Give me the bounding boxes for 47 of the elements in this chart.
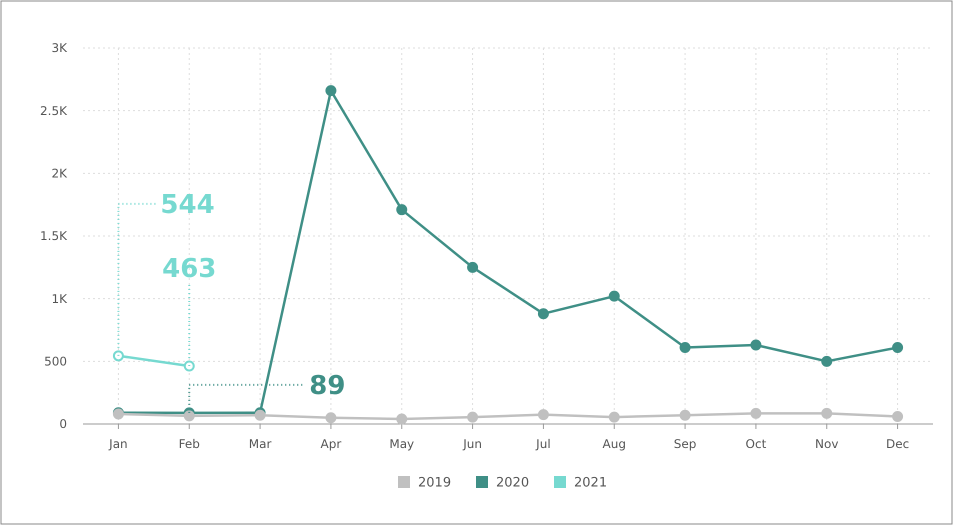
y-tick-label: 3K [51, 41, 68, 56]
point [750, 408, 762, 419]
legend-label: 2021 [574, 476, 608, 491]
x-tick-label: Mar [248, 437, 272, 451]
point [112, 350, 124, 362]
x-tick-label: Dec [886, 437, 910, 451]
point [680, 410, 691, 421]
point [325, 85, 336, 96]
y-tick-label: 500 [44, 354, 67, 369]
x-tick-label: May [389, 437, 414, 451]
point [538, 308, 549, 320]
legend-label: 2019 [418, 476, 452, 491]
annotation: 89 [309, 370, 346, 401]
y-tick-label: 2.5K [40, 104, 68, 118]
x-tick-label: Jan [108, 437, 128, 451]
point [467, 412, 478, 423]
point [254, 410, 266, 421]
point [325, 412, 336, 424]
point [538, 409, 549, 420]
point [184, 360, 195, 372]
point [396, 413, 408, 424]
y-tick-label: 1K [51, 292, 68, 306]
point [892, 410, 904, 422]
point [892, 342, 904, 354]
y-tick-label: 0 [59, 417, 67, 432]
point [680, 342, 691, 354]
legend-label: 2020 [496, 476, 530, 491]
x-tick-label: Aug [602, 437, 626, 451]
x-tick-label: Jun [462, 437, 482, 451]
point [821, 408, 832, 419]
x-tick-label: Nov [815, 437, 838, 451]
point [750, 340, 762, 351]
x-tick-label: Jul [535, 437, 551, 451]
x-tick-label: Apr [320, 437, 342, 451]
point [608, 412, 620, 423]
point [396, 204, 408, 216]
annotation: 463 [162, 254, 216, 284]
point [821, 356, 832, 367]
y-tick-label: 2K [51, 166, 68, 181]
x-tick-label: Feb [178, 437, 200, 451]
annotation: 544 [160, 190, 215, 220]
point [608, 290, 620, 302]
point [467, 262, 478, 273]
x-tick-label: Sep [674, 437, 696, 451]
x-tick-label: Oct [746, 437, 767, 451]
y-tick-label: 1.5K [40, 229, 68, 244]
point [184, 410, 195, 422]
